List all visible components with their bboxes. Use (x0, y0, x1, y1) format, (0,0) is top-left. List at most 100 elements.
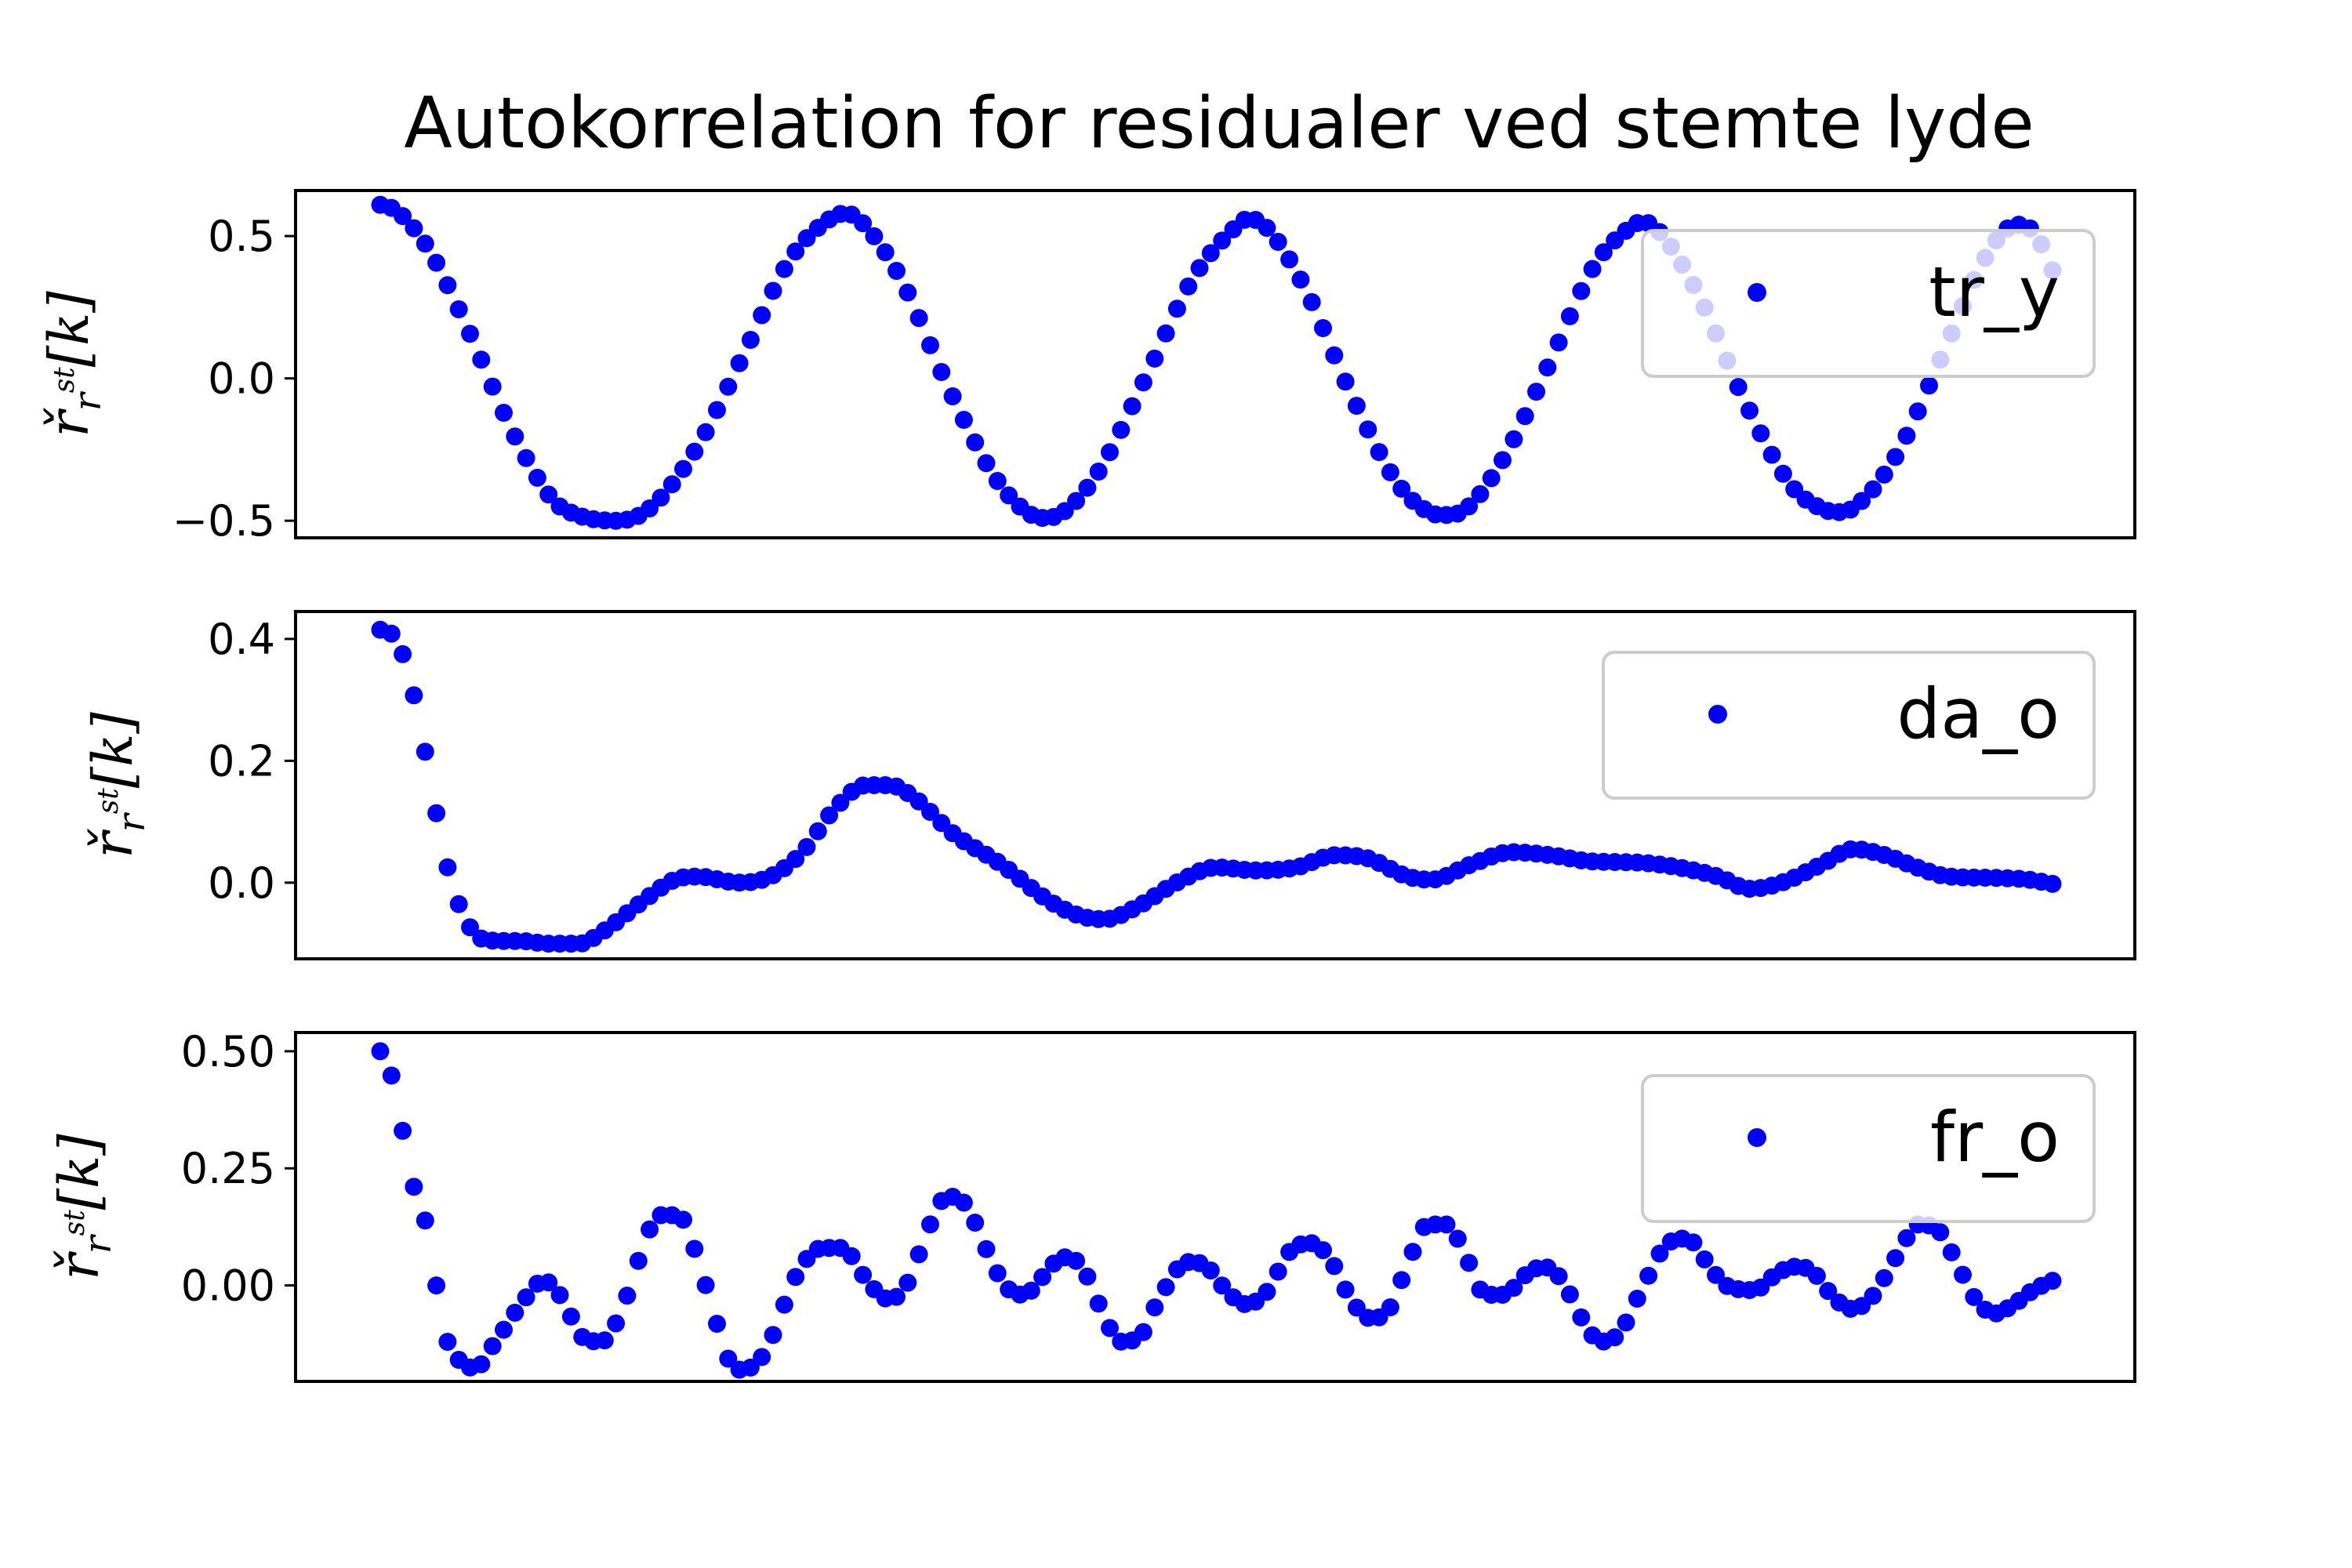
data-point (1695, 1250, 1714, 1269)
data-point (561, 1307, 580, 1326)
data-point (461, 918, 479, 937)
data-point (1258, 219, 1276, 238)
data-point (1819, 1282, 1838, 1301)
data-point (427, 804, 446, 822)
data-point (438, 1333, 457, 1351)
subplots: −0.5 0.0 0.5 řrst[k] tr_y 0.0 0.2 0.4 řrst[k] da_… (37, 189, 2136, 1383)
data-point (909, 1245, 928, 1264)
data-point (977, 454, 996, 473)
y-tick-label: 0.4 (208, 615, 275, 664)
data-point (1515, 407, 1534, 426)
data-point (1213, 231, 1232, 250)
data-point (1123, 397, 1142, 416)
axes-frame (294, 189, 2136, 539)
data-point (539, 485, 558, 504)
data-point (1314, 319, 1332, 337)
data-point (921, 803, 939, 821)
data-point (887, 262, 906, 280)
data-point (416, 234, 434, 253)
data-point (1269, 233, 1287, 251)
data-point (1167, 299, 1186, 318)
legend-label: tr_y (1929, 252, 2060, 332)
data-point (988, 1264, 1007, 1283)
data-point (1460, 1254, 1479, 1272)
data-point (1954, 1265, 1972, 1284)
data-point (865, 227, 884, 245)
data-point (685, 442, 704, 461)
data-point (708, 401, 726, 419)
data-point (1560, 307, 1579, 325)
data-point (1864, 480, 1882, 499)
data-point (1908, 402, 1927, 421)
data-point (775, 1295, 793, 1314)
data-point (1684, 1233, 1703, 1252)
data-point (550, 1286, 569, 1305)
data-point (472, 350, 491, 369)
legend-tr_y: tr_y (1641, 229, 2096, 378)
data-point (1650, 1244, 1669, 1263)
data-point (2043, 1272, 2062, 1290)
subplot-da_o: 0.0 0.2 0.4 řrst[k] da_o (81, 610, 2136, 960)
data-point (1291, 270, 1310, 289)
data-point (1437, 1215, 1456, 1234)
data-point (1617, 1313, 1635, 1332)
data-point (483, 377, 502, 396)
data-point (674, 1210, 692, 1229)
data-point (1302, 292, 1321, 311)
data-point (1931, 1223, 1950, 1242)
data-point (1145, 349, 1164, 368)
data-point (1639, 1266, 1658, 1285)
data-point (539, 1273, 558, 1292)
data-point (1000, 486, 1018, 505)
data-point (1258, 1283, 1276, 1301)
data-point (1942, 1243, 1961, 1261)
data-point (483, 1337, 502, 1356)
data-point (898, 1273, 917, 1292)
data-point (1325, 1257, 1344, 1276)
data-point (618, 1287, 637, 1305)
data-point (988, 472, 1007, 490)
data-point (1527, 383, 1545, 401)
data-point (1190, 259, 1209, 278)
data-point (1583, 260, 1602, 278)
data-point (1101, 443, 1119, 462)
data-point (1751, 424, 1770, 443)
data-point (1101, 1319, 1119, 1338)
data-point (1381, 463, 1399, 481)
data-point (1336, 1280, 1355, 1299)
data-point (595, 1331, 614, 1350)
data-point (719, 1349, 738, 1368)
data-point (1089, 1294, 1108, 1313)
data-point (517, 448, 535, 467)
data-point (1112, 420, 1131, 439)
data-point (1875, 1269, 1893, 1287)
data-point (1773, 464, 1792, 483)
data-point (775, 260, 793, 278)
data-point (1471, 485, 1490, 503)
data-point (438, 276, 457, 295)
data-point (1269, 1262, 1287, 1281)
data-point (1572, 281, 1591, 300)
data-point (1201, 1261, 1220, 1279)
data-point (427, 253, 446, 272)
data-point (1179, 277, 1198, 296)
data-point (2043, 874, 2062, 893)
data-point (449, 300, 468, 318)
data-point (1864, 1287, 1882, 1305)
data-point (1134, 1323, 1152, 1341)
data-point (1504, 430, 1523, 448)
data-point (797, 837, 816, 856)
data-point (394, 644, 412, 663)
data-point (1213, 1276, 1232, 1295)
legend-da_o: da_o (1602, 651, 2096, 800)
data-point (674, 459, 692, 478)
data-point (719, 377, 738, 396)
legend-marker (1708, 705, 1727, 724)
data-point (753, 306, 771, 325)
data-point (854, 1265, 873, 1284)
data-point (1920, 376, 1938, 395)
data-point (1762, 445, 1781, 464)
data-point (1606, 1328, 1624, 1347)
data-point (1314, 1241, 1332, 1260)
y-tick-label: 0.25 (181, 1144, 275, 1193)
